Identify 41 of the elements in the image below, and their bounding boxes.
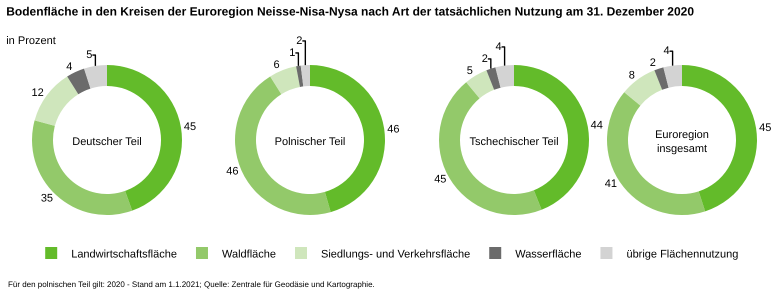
data-label: 46	[387, 123, 400, 136]
text: Tschechischer Teil	[469, 136, 559, 148]
text: Polnischer Teil	[274, 136, 346, 148]
data-label: 46	[226, 166, 239, 178]
data-label: 2	[482, 53, 488, 65]
text: Euroregion insgesamt	[655, 128, 709, 156]
data-label: 12	[31, 87, 44, 100]
legend-label: Landwirtschaftsfläche	[71, 248, 177, 260]
legend-label: Siedlungs- und Verkehrsfläche	[320, 248, 470, 260]
data-label: 44	[590, 120, 603, 132]
text: Für den polnischen Teil gilt: 2020 - Stand am 1.1.2021; Quelle: Zentrale für Geodäsie und Kartographie.	[8, 280, 375, 289]
data-label: 2	[296, 34, 302, 47]
data-label: 1	[289, 46, 296, 59]
donut-slice	[296, 66, 304, 87]
data-label: 45	[184, 121, 196, 134]
donut-slice	[654, 67, 669, 90]
donut-slice	[300, 65, 310, 86]
donut-slice	[84, 65, 107, 89]
data-label: 4	[495, 41, 502, 53]
donut-slice	[486, 67, 501, 90]
data-label: 45	[759, 122, 772, 134]
data-label: 4	[66, 61, 72, 74]
data-label: 4	[663, 45, 670, 58]
data-label: 45	[434, 174, 446, 186]
text: Deutscher Teil	[72, 136, 142, 148]
data-label: 8	[628, 69, 635, 82]
chart-title: Bodenfläche in den Kreisen der Euroregion Neisse-Nisa-Nysa nach Art der tatsächlichen Nutzung am 31. Dezember 2020	[6, 4, 694, 19]
donut-slice	[495, 65, 514, 88]
chart-subtitle: in Prozent	[6, 35, 56, 47]
legend-label: Wasserfläche	[515, 248, 582, 260]
donut-slice	[663, 65, 682, 88]
donut-slice	[624, 70, 662, 106]
data-label: 6	[274, 58, 280, 71]
data-label: 5	[86, 49, 92, 62]
data-label: 41	[604, 178, 617, 190]
legend-label: übrige Flächennutzung	[626, 248, 738, 260]
donut-slice	[67, 68, 90, 94]
legend-label: Waldfläche	[222, 248, 276, 260]
data-label: 5	[466, 65, 473, 77]
data-label: 2	[650, 57, 656, 70]
data-label: 35	[40, 192, 54, 204]
